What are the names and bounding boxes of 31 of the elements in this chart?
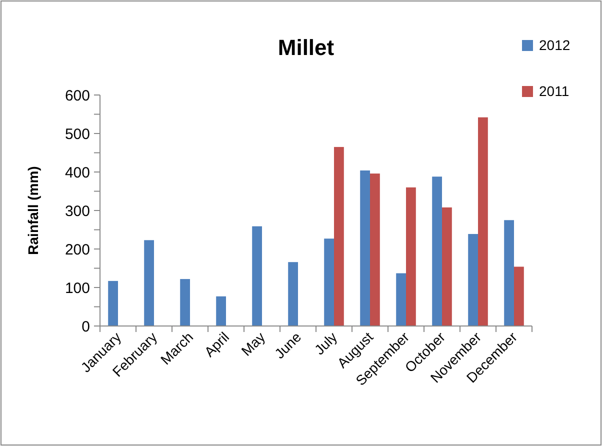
y-tick-label: 400 xyxy=(64,164,90,182)
y-tick-label: 0 xyxy=(82,318,90,336)
x-tick-label: May xyxy=(238,328,268,359)
bar xyxy=(360,170,370,326)
chart-title: Millet xyxy=(278,35,335,60)
y-tick-label: 300 xyxy=(64,202,90,220)
legend-label: 2011 xyxy=(539,83,570,99)
bar xyxy=(252,226,262,326)
bar xyxy=(396,273,406,326)
y-axis-title: Rainfall (mm) xyxy=(25,166,41,255)
bar xyxy=(334,146,344,326)
y-tick-label: 100 xyxy=(64,280,90,297)
bar xyxy=(108,280,118,326)
bar xyxy=(144,240,154,326)
y-tick-label: 600 xyxy=(64,87,90,104)
bar xyxy=(478,117,488,326)
bar xyxy=(504,220,514,326)
bar xyxy=(442,207,452,326)
bar xyxy=(288,262,298,326)
y-tick-label: 200 xyxy=(64,241,90,258)
bar xyxy=(324,238,334,326)
bar xyxy=(406,187,416,326)
bar xyxy=(468,234,478,326)
bar xyxy=(370,174,380,326)
bar xyxy=(216,296,226,326)
x-tick-label: July xyxy=(311,328,340,358)
legend-label: 2012 xyxy=(539,37,570,53)
bar xyxy=(432,176,442,326)
bar xyxy=(180,279,190,326)
bar xyxy=(514,266,524,326)
y-tick-label: 500 xyxy=(64,126,90,143)
